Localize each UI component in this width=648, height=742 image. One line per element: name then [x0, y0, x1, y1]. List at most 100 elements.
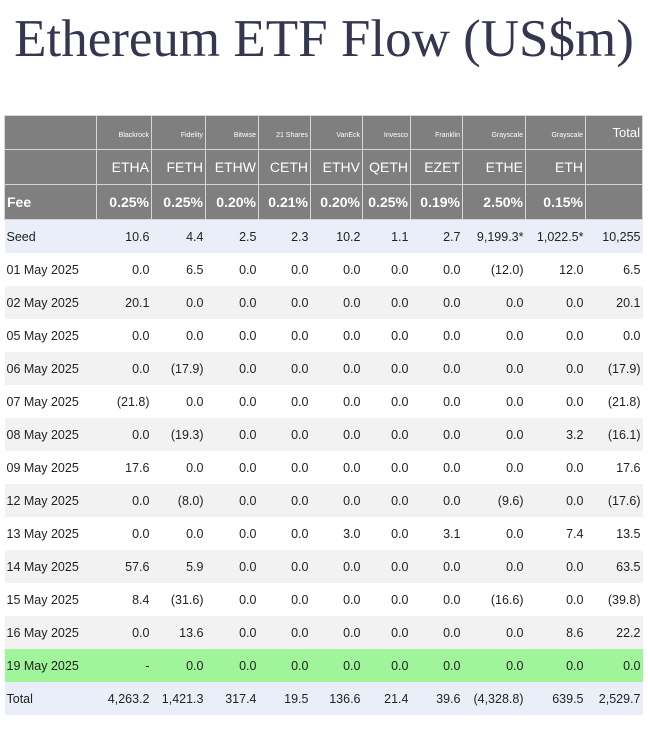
table-row: 12 May 2025 0.0 (8.0) 0.0 0.0 0.0 0.0 0.0 (9.6) 0…	[4, 484, 643, 517]
ticker-header-cell: ETH	[525, 149, 586, 185]
data-cell: 0.0	[96, 253, 152, 286]
data-cell: 0.0	[462, 418, 526, 451]
data-cell: 0.0	[96, 319, 152, 352]
data-cell: 639.5	[525, 682, 586, 715]
total-cell: 17.6	[585, 451, 643, 484]
data-cell: 0.0	[258, 319, 311, 352]
data-cell: 0.0	[205, 583, 259, 616]
data-cell: 3.0	[310, 517, 363, 550]
data-cell: 0.0	[310, 286, 363, 319]
data-cell: 0.0	[525, 484, 586, 517]
data-cell: 0.0	[462, 649, 526, 682]
data-cell: 0.0	[151, 319, 206, 352]
data-cell: (12.0)	[462, 253, 526, 286]
data-cell: 1.1	[362, 219, 411, 253]
data-cell: 0.0	[362, 385, 411, 418]
data-cell: 4,263.2	[96, 682, 152, 715]
ticker-header-cell: CETH	[258, 149, 311, 185]
row-label: 07 May 2025	[4, 385, 97, 418]
data-cell: 0.0	[462, 451, 526, 484]
data-cell: 0.0	[258, 286, 311, 319]
data-cell: 0.0	[362, 352, 411, 385]
data-cell: 8.6	[525, 616, 586, 649]
data-cell: 5.9	[151, 550, 206, 583]
data-cell: 10.2	[310, 219, 363, 253]
data-cell: 0.0	[525, 451, 586, 484]
data-cell: 0.0	[362, 616, 411, 649]
table-row: 07 May 2025 (21.8) 0.0 0.0 0.0 0.0 0.0 0.0 0.0 0.…	[4, 385, 643, 418]
total-cell: 0.0	[585, 649, 643, 682]
data-cell: 0.0	[310, 649, 363, 682]
data-cell: 0.0	[362, 319, 411, 352]
data-cell: 0.0	[205, 352, 259, 385]
data-cell: 0.0	[205, 616, 259, 649]
issuer-header-cell: Blackrock	[96, 115, 152, 150]
data-cell: 0.0	[362, 550, 411, 583]
data-cell: 0.0	[410, 649, 463, 682]
fee-cell: 0.21%	[258, 184, 311, 220]
data-cell: 0.0	[151, 451, 206, 484]
fee-cell: 0.20%	[310, 184, 363, 220]
data-cell: 0.0	[205, 451, 259, 484]
etf-flow-table: Blackrock Fidelity Bitwise 21 Shares VanEck I…	[4, 115, 643, 715]
data-cell: 0.0	[362, 517, 411, 550]
data-cell: (19.3)	[151, 418, 206, 451]
data-cell: 0.0	[410, 484, 463, 517]
total-cell: (16.1)	[585, 418, 643, 451]
table-row: 09 May 2025 17.6 0.0 0.0 0.0 0.0 0.0 0.0 0.0 0.0 1…	[4, 451, 643, 484]
data-cell: 0.0	[310, 616, 363, 649]
data-cell: 0.0	[205, 649, 259, 682]
data-cell: 0.0	[462, 286, 526, 319]
issuer-header-cell: Franklin	[410, 115, 463, 150]
data-cell: 20.1	[96, 286, 152, 319]
data-cell: 0.0	[410, 319, 463, 352]
data-cell: 0.0	[205, 517, 259, 550]
table-row: 14 May 2025 57.6 5.9 0.0 0.0 0.0 0.0 0.0 0.0 0.0 6…	[4, 550, 643, 583]
data-cell: 57.6	[96, 550, 152, 583]
data-cell: 0.0	[258, 484, 311, 517]
data-cell: 0.0	[258, 583, 311, 616]
row-label: 19 May 2025	[4, 649, 97, 682]
fee-label: Fee	[4, 184, 97, 220]
total-cell: 10,255	[585, 219, 643, 253]
data-cell: 0.0	[362, 583, 411, 616]
data-cell: 0.0	[258, 517, 311, 550]
total-cell: 63.5	[585, 550, 643, 583]
data-cell: 0.0	[310, 418, 363, 451]
data-cell: 0.0	[362, 484, 411, 517]
table-row: 15 May 2025 8.4 (31.6) 0.0 0.0 0.0 0.0 0.0 (16.6…	[4, 583, 643, 616]
ticker-header-cell: ETHE	[462, 149, 526, 185]
chart-title: Ethereum ETF Flow (US$m)	[14, 10, 634, 68]
data-cell: 0.0	[362, 286, 411, 319]
row-label: 12 May 2025	[4, 484, 97, 517]
row-label: 08 May 2025	[4, 418, 97, 451]
data-cell: 0.0	[258, 418, 311, 451]
data-cell: 0.0	[96, 418, 152, 451]
header-corner-cell	[4, 149, 97, 185]
data-cell: 0.0	[310, 352, 363, 385]
data-cell: 21.4	[362, 682, 411, 715]
data-cell: 0.0	[310, 451, 363, 484]
table-row: 05 May 2025 0.0 0.0 0.0 0.0 0.0 0.0 0.0 0.0 0.0 0.…	[4, 319, 643, 352]
total-cell: (17.9)	[585, 352, 643, 385]
data-cell: 0.0	[410, 385, 463, 418]
total-cell: (21.8)	[585, 385, 643, 418]
data-cell: 0.0	[96, 352, 152, 385]
data-cell: 39.6	[410, 682, 463, 715]
ticker-header-cell: ETHA	[96, 149, 152, 185]
data-cell: 0.0	[310, 253, 363, 286]
ticker-header-cell: ETHW	[205, 149, 259, 185]
row-label: 02 May 2025	[4, 286, 97, 319]
data-cell: 0.0	[310, 319, 363, 352]
fee-row: Fee 0.25% 0.25% 0.20% 0.21% 0.20% 0.25% 0.19% 2.…	[4, 184, 643, 220]
data-cell: (31.6)	[151, 583, 206, 616]
data-cell: 0.0	[258, 616, 311, 649]
data-cell: 0.0	[525, 550, 586, 583]
data-cell: 0.0	[205, 484, 259, 517]
fee-cell: 0.25%	[362, 184, 411, 220]
data-cell: 0.0	[258, 451, 311, 484]
data-cell: (4,328.8)	[462, 682, 526, 715]
issuer-header-cell: Grayscale	[525, 115, 586, 150]
data-cell: 0.0	[205, 253, 259, 286]
data-cell: 0.0	[410, 253, 463, 286]
